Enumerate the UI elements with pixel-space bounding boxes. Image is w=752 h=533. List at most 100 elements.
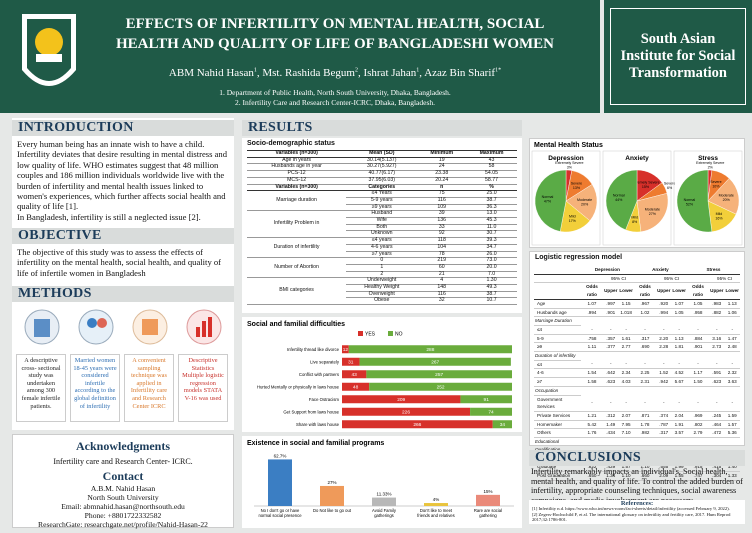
table-cell: 1.91 bbox=[671, 420, 687, 430]
slice-value: 15% bbox=[642, 185, 650, 189]
slice-value: 3% bbox=[567, 166, 573, 170]
category-label: Don't like to meet friends and relatives bbox=[417, 508, 454, 518]
table-cell: ≥9 years bbox=[346, 204, 418, 212]
value-label: 209 bbox=[397, 397, 405, 403]
value-label: 74 bbox=[488, 409, 494, 415]
difficulties-chart: Social and familial difficulties YES NO Inf… bbox=[247, 321, 512, 429]
table-cell: .472 bbox=[709, 428, 725, 439]
table-row: ≥7 1.58.623 4.03 2.31.942 5.67 1.50.623 3.63 bbox=[534, 377, 740, 387]
table-cell: - bbox=[633, 325, 657, 335]
table-cell: 30.7 bbox=[466, 231, 517, 239]
table-header: % bbox=[466, 183, 517, 192]
pie-slice bbox=[707, 178, 740, 215]
category-label: Live separately bbox=[310, 359, 340, 364]
table-cell: 60 bbox=[417, 264, 467, 272]
table-cell: 1.13 bbox=[671, 334, 687, 344]
acknowledgments-text: Infertility care and Research Center- IC… bbox=[53, 457, 193, 466]
table-cell: .969 bbox=[686, 411, 710, 421]
table-row: 95% CI 95% CI 95% CI bbox=[534, 274, 740, 284]
table-cell: 73.0 bbox=[466, 258, 517, 265]
slice-value: 17% bbox=[569, 219, 577, 223]
pie-slice bbox=[676, 169, 713, 233]
bar-segment bbox=[342, 420, 493, 429]
bar-segment bbox=[342, 357, 360, 366]
slice-label: Severe bbox=[664, 182, 675, 186]
slice-label: Mild bbox=[631, 215, 638, 219]
group-label: Number of Abortion bbox=[247, 257, 347, 279]
table-row: Others 1.76.434 7.10.982.317 3.57 2.79.472 5.… bbox=[534, 428, 740, 439]
category-label: No I don't go or have normal social prese… bbox=[258, 508, 302, 518]
table-row: Duration of infertility ≤4 years 118 39.3 bbox=[247, 237, 517, 259]
table-cell: - bbox=[686, 360, 710, 370]
table-cell: 1.13 bbox=[724, 299, 740, 309]
table-cell: PCS-12 bbox=[247, 170, 347, 178]
row-label: Duration of infertility bbox=[534, 351, 581, 361]
table-cell: - bbox=[580, 395, 604, 412]
table-cell: .942 bbox=[656, 377, 672, 387]
table-cell: - bbox=[633, 360, 657, 370]
contact-line: ResearchGate: researchgate.net/profile/N… bbox=[38, 520, 208, 529]
references-heading: References: bbox=[620, 500, 654, 507]
table-cell: - bbox=[603, 395, 619, 412]
pie-slice bbox=[565, 184, 598, 222]
author-part: , Azaz Bin Sharif bbox=[419, 67, 496, 79]
table-header: Maximum bbox=[466, 150, 517, 158]
author-part: 1 bbox=[253, 67, 257, 74]
table-header: Variables (n=300) bbox=[247, 150, 347, 158]
table-cell: - bbox=[671, 325, 687, 335]
table-cell: 2.77 bbox=[618, 342, 634, 353]
table-row: Age in years 30.14(5.137) 19 43 bbox=[247, 157, 517, 165]
existence-chart: Existence in social and familial program… bbox=[247, 440, 514, 518]
value-label: 257 bbox=[435, 372, 443, 378]
table-row: Government Services - - - - - - - - - bbox=[534, 395, 740, 412]
objective-text: The objective of this study was to asses… bbox=[17, 247, 222, 278]
slice-value: 47% bbox=[544, 200, 552, 204]
table-cell: 1.34 bbox=[603, 471, 619, 481]
ci-header: 95% CI bbox=[656, 274, 687, 284]
table-cell: Age in years bbox=[247, 157, 347, 165]
category-label: Do Not like to go out bbox=[313, 508, 352, 513]
table-cell: .822 bbox=[580, 462, 604, 472]
bar-segment bbox=[342, 407, 471, 416]
table-cell: 24 bbox=[417, 164, 467, 172]
reference: [2] Zegers-Hochschild F, et al. The inte… bbox=[532, 511, 731, 523]
row-label: ≤4 bbox=[534, 325, 581, 335]
table-row: Occupation bbox=[534, 386, 740, 396]
table-cell: 2.20 bbox=[656, 334, 672, 344]
slice-value: 2% bbox=[708, 166, 714, 170]
table-cell: 1.52 bbox=[656, 368, 672, 379]
table-cell: - bbox=[618, 325, 634, 335]
row-label: Others bbox=[534, 428, 581, 439]
table-cell: .994 bbox=[656, 308, 672, 318]
slice-label: Severe bbox=[571, 182, 582, 186]
table-cell: 1.07 bbox=[580, 299, 604, 309]
table-cell: .802 bbox=[686, 420, 710, 430]
value-label: 12 bbox=[343, 347, 349, 353]
table-cell: Unknown bbox=[346, 231, 418, 239]
table-cell: 5.36 bbox=[724, 428, 740, 439]
table-cell: 1.76 bbox=[580, 428, 604, 439]
table-cell: Husbands age in year bbox=[247, 164, 347, 172]
table-row: Infertility Problem in Husband 39 13.0 bbox=[247, 211, 517, 239]
outcome-header: Anxiety bbox=[633, 266, 687, 275]
table-row: Husbands age in year 30.27(5.927) 24 58 bbox=[247, 164, 517, 172]
value-label: 34 bbox=[500, 422, 506, 428]
table-cell: 4 bbox=[417, 278, 467, 286]
slice-label: Moderate bbox=[577, 198, 592, 202]
table-cell: MCS-12 bbox=[247, 177, 347, 185]
affiliations: 1. Department of Public Health, North So… bbox=[100, 88, 570, 107]
table-cell: 1.58 bbox=[580, 377, 604, 387]
table-cell: .958 bbox=[686, 308, 710, 318]
table-cell: .415 bbox=[709, 462, 725, 472]
table-cell: 1.54 bbox=[580, 368, 604, 379]
table-row: Depression Anxiety Stress bbox=[534, 266, 740, 275]
table-cell: 1 bbox=[346, 264, 418, 272]
row-label: Government Services bbox=[534, 395, 581, 412]
bar-segment bbox=[342, 382, 370, 391]
table-row: 5-9 years 116 38.7 bbox=[247, 197, 517, 205]
table-cell: 3.16 bbox=[709, 334, 725, 344]
table-cell: 1.57 bbox=[618, 462, 634, 472]
table-cell: Husband bbox=[346, 211, 418, 219]
table-cell: 1.59 bbox=[724, 411, 740, 421]
